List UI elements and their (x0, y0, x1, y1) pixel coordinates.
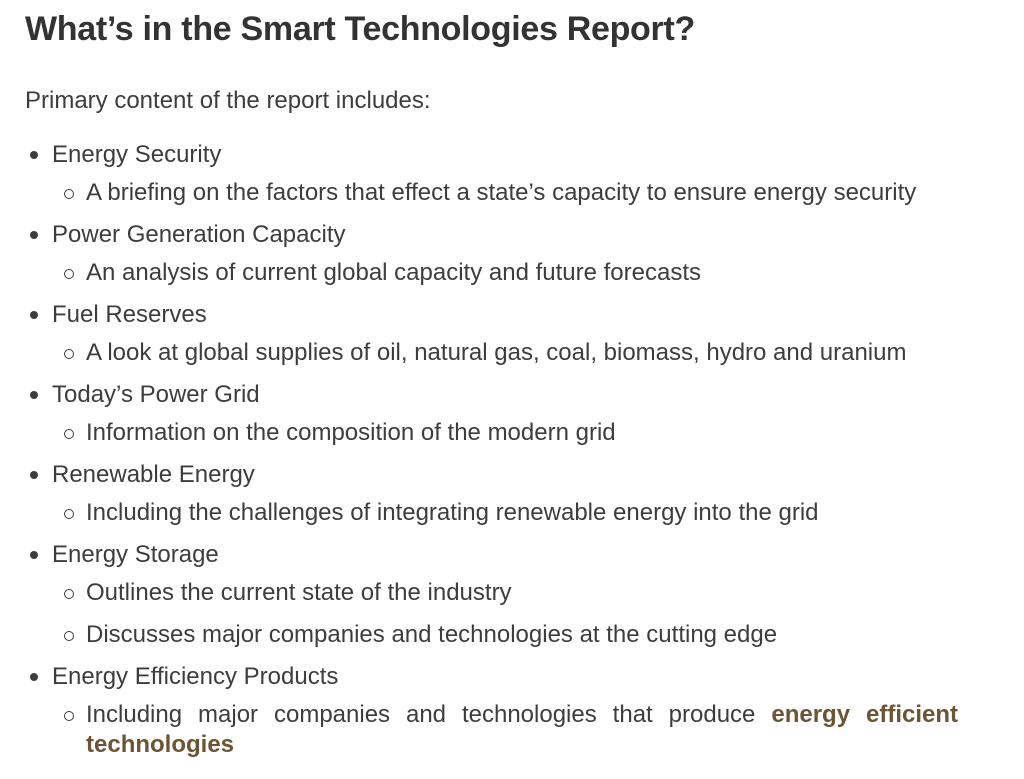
topic-details-list: A briefing on the factors that effect a … (52, 178, 958, 208)
detail-text: A briefing on the factors that effect a … (86, 179, 917, 206)
bullet-disc-icon (30, 311, 38, 319)
detail-item: Including major companies and technologi… (52, 700, 958, 760)
topic-item: Renewable Energy Including the challenge… (25, 460, 958, 528)
intro-text: Primary content of the report includes: (25, 87, 431, 114)
detail-item: Discusses major companies and technologi… (52, 620, 958, 650)
topic-details-list: A look at global supplies of oil, natura… (52, 338, 958, 368)
topic-label: Energy Security (52, 141, 222, 168)
page-title: What’s in the Smart Technologies Report? (25, 10, 695, 48)
bullet-circle-icon (64, 268, 74, 279)
topic-label: Renewable Energy (52, 461, 255, 488)
bullet-circle-icon (64, 188, 74, 199)
highlight-text: energy efficient technologies (86, 701, 959, 758)
topic-item: Energy Storage Outlines the current stat… (25, 540, 958, 650)
bullet-circle-icon (64, 428, 74, 439)
bullet-circle-icon (64, 630, 74, 641)
topic-item: Power Generation Capacity An analysis of… (25, 220, 958, 288)
detail-text: Outlines the current state of the indust… (86, 579, 512, 606)
detail-item: Outlines the current state of the indust… (52, 578, 958, 608)
topic-label: Power Generation Capacity (52, 221, 346, 248)
detail-text: An analysis of current global capacity a… (86, 259, 701, 286)
detail-text: Discusses major companies and technologi… (86, 621, 778, 648)
bullet-circle-icon (64, 710, 74, 721)
detail-text: Including major companies and technologi… (86, 701, 772, 728)
detail-item: Including the challenges of integrating … (52, 498, 958, 528)
topic-details-list: Including the challenges of integrating … (52, 498, 958, 528)
bullet-disc-icon (30, 673, 38, 681)
detail-text: Including the challenges of integrating … (86, 499, 819, 526)
topic-item: Today’s Power Grid Information on the co… (25, 380, 958, 448)
topic-details-list: An analysis of current global capacity a… (52, 258, 958, 288)
detail-text: A look at global supplies of oil, natura… (86, 339, 907, 366)
topic-item: Energy Efficiency Products Including maj… (25, 662, 958, 760)
topic-details-list: Including major companies and technologi… (52, 700, 958, 760)
topic-item: Energy Security A briefing on the factor… (25, 140, 958, 208)
topic-label: Fuel Reserves (52, 301, 207, 328)
detail-item: A look at global supplies of oil, natura… (52, 338, 958, 368)
topic-item: Fuel Reserves A look at global supplies … (25, 300, 958, 368)
bullet-disc-icon (30, 391, 38, 399)
topic-details-list: Information on the composition of the mo… (52, 418, 958, 448)
topic-label: Today’s Power Grid (52, 381, 260, 408)
report-topics-list: Energy Security A briefing on the factor… (25, 140, 958, 760)
bullet-circle-icon (64, 348, 74, 359)
topic-details-list: Outlines the current state of the indust… (52, 578, 958, 650)
report-contents-page: What’s in the Smart Technologies Report?… (0, 8, 1024, 760)
bullet-circle-icon (64, 508, 74, 519)
bullet-disc-icon (30, 231, 38, 239)
bullet-circle-icon (64, 588, 74, 599)
detail-text: Information on the composition of the mo… (86, 419, 616, 446)
detail-item: Information on the composition of the mo… (52, 418, 958, 448)
bullet-disc-icon (30, 551, 38, 559)
detail-item: An analysis of current global capacity a… (52, 258, 958, 288)
detail-item: A briefing on the factors that effect a … (52, 178, 958, 208)
bullet-disc-icon (30, 471, 38, 479)
bullet-disc-icon (30, 151, 38, 159)
topic-label: Energy Efficiency Products (52, 663, 339, 690)
topic-label: Energy Storage (52, 541, 219, 568)
